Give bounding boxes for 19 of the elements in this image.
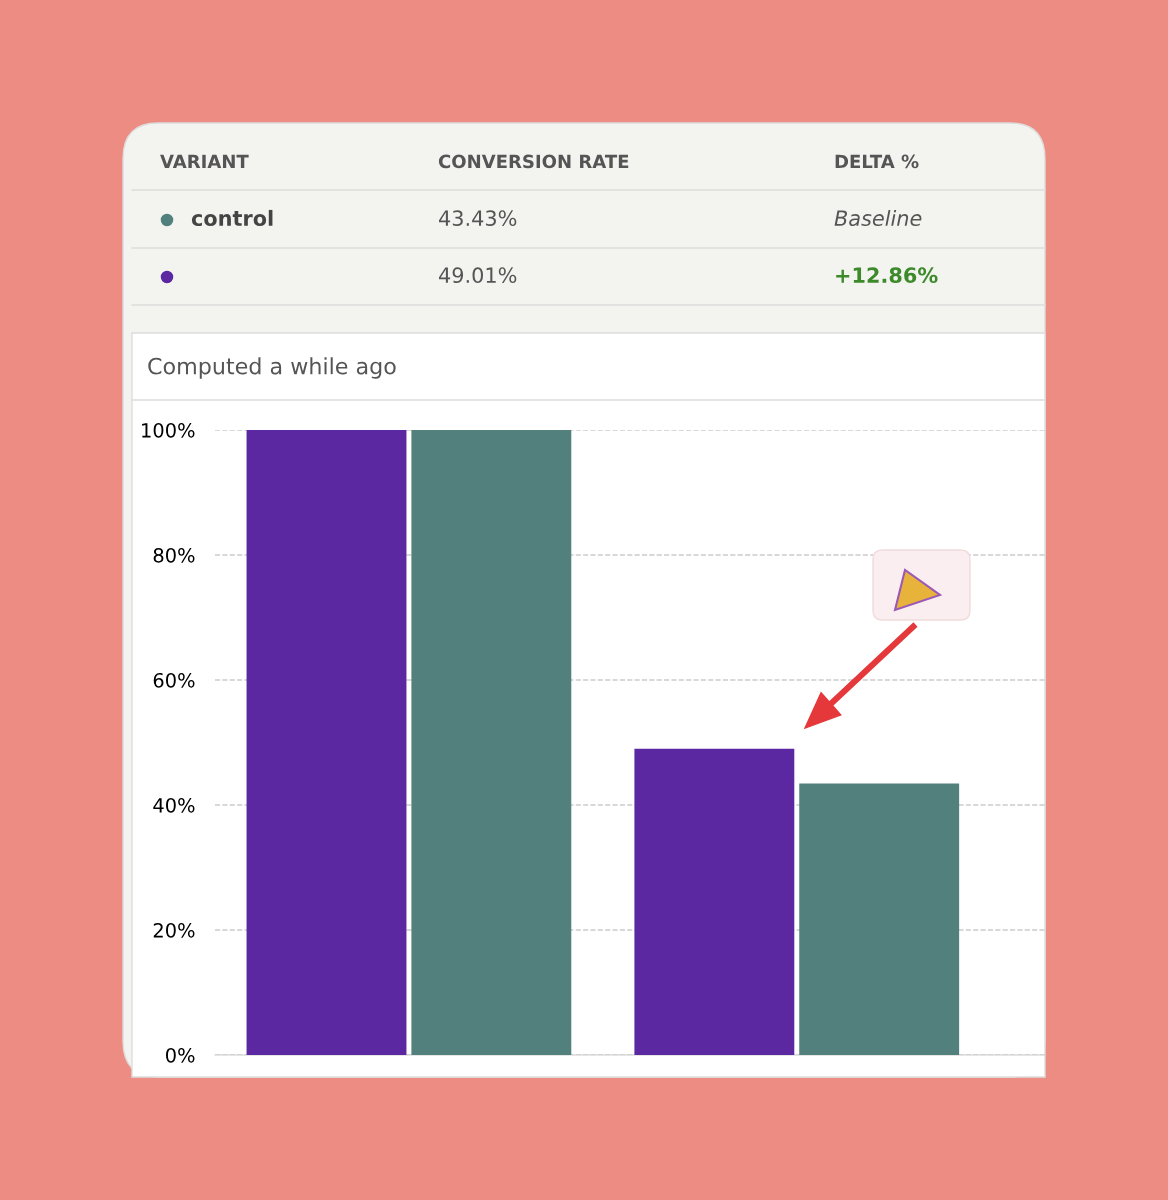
- y-tick-label: 60%: [153, 672, 195, 688]
- text: VARIANT: [160, 154, 249, 168]
- text: +12.86%: [836, 267, 938, 284]
- text: Baseline: [834, 209, 922, 227]
- text: DELTA %: [835, 154, 919, 169]
- text: 49.01%: [439, 267, 517, 284]
- bar: [411, 430, 572, 1055]
- bar: [634, 748, 795, 1055]
- y-tick-label: 0%: [165, 1047, 195, 1063]
- y-tick-label: 20%: [153, 922, 195, 938]
- text: 43.43%: [439, 210, 517, 227]
- chart-subtitle: Computed a while ago: [148, 357, 396, 379]
- bar: [799, 783, 960, 1055]
- y-tick-label: 100%: [142, 422, 195, 438]
- text: CONVERSION RATE: [438, 154, 629, 169]
- y-tick-label: 80%: [153, 547, 195, 563]
- y-tick-label: 40%: [153, 797, 195, 813]
- legend-label: control: [191, 209, 273, 227]
- bar: [246, 430, 407, 1055]
